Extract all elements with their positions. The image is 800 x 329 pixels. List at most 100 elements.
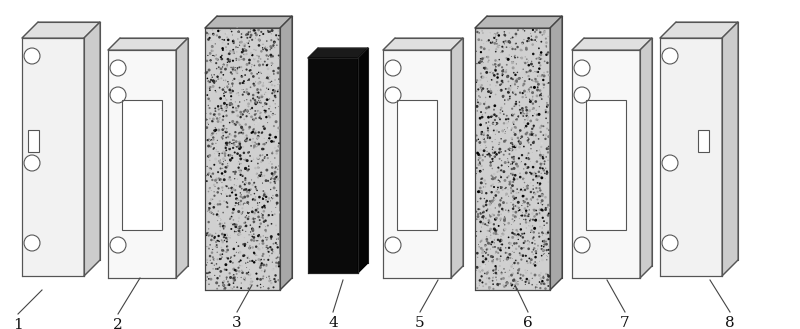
Point xyxy=(234,286,247,291)
Point xyxy=(254,116,267,121)
Point xyxy=(220,255,233,260)
Point xyxy=(506,238,518,243)
Point xyxy=(511,229,524,234)
Point xyxy=(475,132,488,137)
Point xyxy=(204,173,217,179)
Point xyxy=(232,203,245,208)
Point xyxy=(201,231,214,236)
Point xyxy=(506,90,519,95)
Point xyxy=(227,276,240,281)
Point xyxy=(212,67,225,72)
Point xyxy=(264,132,277,138)
Point xyxy=(478,249,491,254)
Point xyxy=(485,90,498,95)
Point xyxy=(510,210,522,215)
Point xyxy=(502,97,514,102)
Point xyxy=(201,164,214,169)
Point xyxy=(258,192,271,197)
Point xyxy=(208,112,221,117)
Point xyxy=(230,250,242,255)
Point xyxy=(527,177,540,182)
Point xyxy=(246,104,258,109)
Point xyxy=(495,195,508,200)
Point xyxy=(242,270,255,275)
Point xyxy=(505,185,518,190)
Circle shape xyxy=(385,87,401,103)
Point xyxy=(241,189,254,194)
Point xyxy=(532,143,545,148)
Point xyxy=(528,246,541,251)
Point xyxy=(217,225,230,231)
Point xyxy=(238,189,251,194)
Point xyxy=(506,40,518,45)
Point xyxy=(520,105,533,110)
Point xyxy=(530,217,542,223)
Point xyxy=(486,278,499,283)
Point xyxy=(242,149,255,155)
Point xyxy=(495,82,508,87)
Point xyxy=(524,31,537,36)
Point xyxy=(265,109,278,114)
Point xyxy=(247,216,260,221)
Point xyxy=(266,209,278,215)
Point xyxy=(538,231,550,236)
Point xyxy=(218,173,230,178)
Point xyxy=(511,212,524,217)
Point xyxy=(261,247,274,252)
Point xyxy=(267,123,280,129)
Point xyxy=(537,248,550,253)
Point xyxy=(246,92,259,98)
Point xyxy=(230,58,242,63)
Point xyxy=(515,248,528,254)
Point xyxy=(518,166,530,171)
Point xyxy=(250,71,263,77)
Point xyxy=(502,74,514,79)
Point xyxy=(518,245,530,250)
Point xyxy=(494,198,507,203)
Point xyxy=(252,134,265,139)
Point xyxy=(262,29,275,34)
Point xyxy=(238,98,250,103)
Point xyxy=(542,243,555,249)
Point xyxy=(270,193,283,198)
Point xyxy=(222,177,235,182)
Point xyxy=(270,237,283,242)
Point xyxy=(482,220,495,225)
Point xyxy=(251,135,264,140)
Point xyxy=(254,100,267,105)
Point xyxy=(537,152,550,158)
Point xyxy=(542,274,555,279)
Point xyxy=(530,39,543,44)
Point xyxy=(533,234,546,239)
Point xyxy=(485,114,498,119)
Point xyxy=(211,190,224,195)
Point xyxy=(495,105,508,111)
Point xyxy=(208,273,221,278)
Point xyxy=(244,107,257,112)
Point xyxy=(212,238,225,243)
Point xyxy=(494,202,506,208)
Point xyxy=(497,72,510,77)
Point xyxy=(214,273,226,279)
Point xyxy=(257,276,270,281)
Point xyxy=(522,69,535,74)
Point xyxy=(514,253,526,258)
Point xyxy=(538,239,550,244)
Point xyxy=(474,269,486,274)
Point xyxy=(498,215,510,221)
Polygon shape xyxy=(451,38,463,278)
Point xyxy=(206,119,218,124)
Point xyxy=(478,130,490,136)
Point xyxy=(494,216,507,221)
Point xyxy=(536,202,549,207)
Point xyxy=(542,150,554,155)
Point xyxy=(254,258,267,263)
Point xyxy=(252,156,265,162)
Point xyxy=(523,218,536,223)
Point xyxy=(203,167,216,172)
Point xyxy=(238,194,251,200)
Point xyxy=(264,180,277,185)
Point xyxy=(215,245,228,250)
Point xyxy=(206,139,218,144)
Point xyxy=(251,253,264,258)
